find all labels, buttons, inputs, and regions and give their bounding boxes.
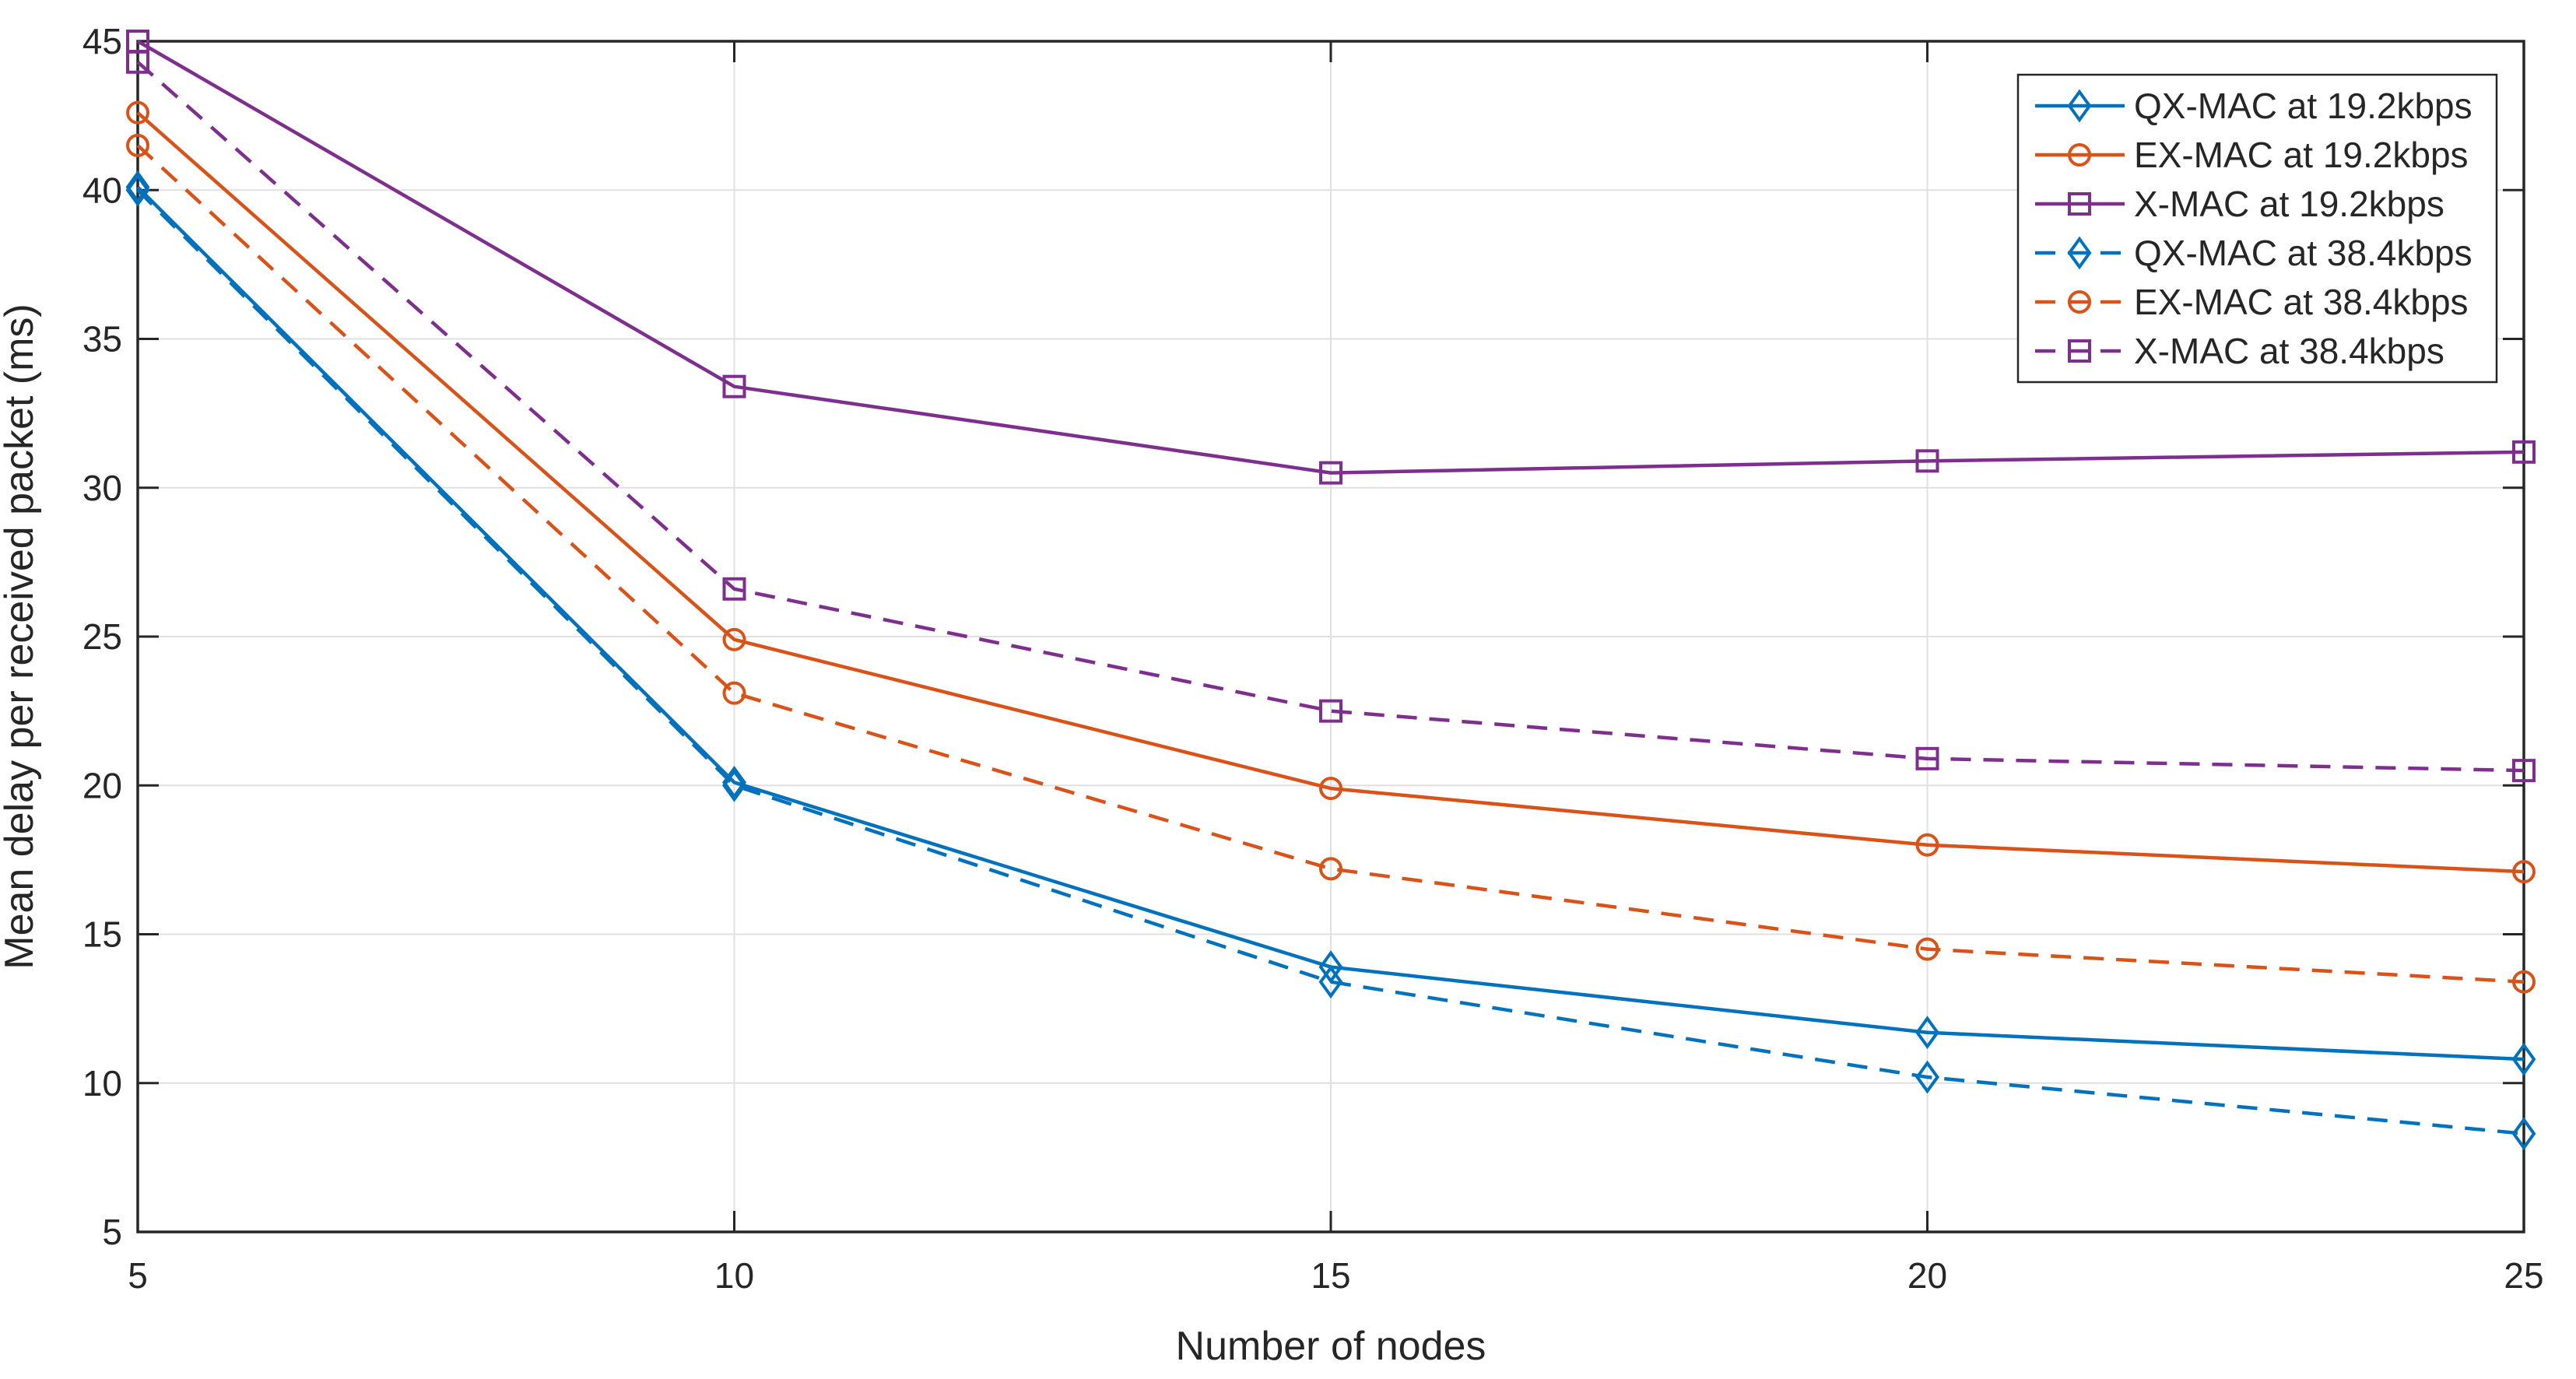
legend-item: EX-MAC at 38.4kbps	[2035, 282, 2469, 322]
series-marker-diamond	[1318, 950, 1343, 984]
series-marker-square	[2512, 440, 2536, 464]
series-line	[136, 61, 2525, 773]
y-tick-label: 40	[82, 170, 122, 210]
series-marker-circle	[1319, 857, 1342, 881]
y-tick-label: 45	[82, 21, 122, 61]
x-tick-label: 5	[128, 1255, 148, 1296]
y-tick-label: 30	[82, 468, 122, 508]
series-marker-circle	[2512, 860, 2536, 884]
legend-label: X-MAC at 19.2kbps	[2134, 184, 2444, 224]
series-marker-square	[1915, 746, 1939, 770]
x-tick-label: 10	[714, 1255, 754, 1296]
series-marker-square	[1915, 449, 1939, 473]
legend-label: QX-MAC at 38.4kbps	[2134, 233, 2472, 273]
series-marker-diamond	[2511, 1117, 2536, 1151]
x-tick-label: 15	[1311, 1255, 1350, 1296]
legend-item: QX-MAC at 38.4kbps	[2035, 233, 2472, 273]
series-marker-square	[1319, 699, 1342, 723]
series-marker-circle	[2068, 290, 2091, 314]
legend: QX-MAC at 19.2kbps EX-MAC at 19.2kbps X-MA…	[2016, 73, 2498, 384]
series-marker-diamond	[2067, 236, 2092, 270]
series-layer	[125, 30, 2536, 1151]
tick-label-layer: 5 10 15 20 25 5 10 15 20 25 30 35 40 45	[82, 21, 2544, 1296]
x-axis-label: Number of nodes	[1176, 1324, 1486, 1369]
series-marker-diamond	[722, 768, 746, 802]
series-marker-circle	[2512, 970, 2536, 994]
series-line	[136, 40, 2525, 475]
y-tick-label: 10	[82, 1063, 122, 1104]
series-ex-mac-at-19-2kbps	[126, 100, 2536, 884]
series-marker-diamond	[1318, 965, 1343, 999]
series-marker-diamond	[2067, 89, 2092, 123]
series-marker-diamond	[1915, 1060, 1939, 1094]
series-marker-diamond	[125, 170, 150, 204]
legend-item: EX-MAC at 19.2kbps	[2035, 135, 2469, 175]
series-marker-square	[126, 50, 149, 74]
series-marker-square	[722, 374, 746, 398]
legend-item: X-MAC at 38.4kbps	[2035, 331, 2444, 371]
y-tick-label: 20	[82, 765, 122, 805]
series-marker-circle	[1915, 833, 1939, 857]
legend-label: X-MAC at 38.4kbps	[2134, 331, 2444, 371]
legend-label: QX-MAC at 19.2kbps	[2134, 86, 2472, 126]
series-x-mac-at-19-2kbps	[126, 30, 2536, 485]
series-marker-diamond	[2511, 1042, 2536, 1076]
legend-label: EX-MAC at 19.2kbps	[2134, 135, 2469, 175]
series-marker-square	[2068, 192, 2091, 216]
series-marker-square	[2512, 759, 2536, 783]
x-tick-label: 20	[1907, 1255, 1947, 1296]
series-marker-circle	[126, 133, 149, 157]
series-ex-mac-at-38-4kbps	[126, 133, 2536, 994]
x-tick-label: 25	[2504, 1255, 2543, 1296]
series-line	[136, 111, 2525, 874]
y-tick-label: 25	[82, 616, 122, 657]
series-marker-circle	[722, 627, 746, 651]
legend-box	[2016, 73, 2498, 384]
y-tick-label: 35	[82, 319, 122, 360]
legend-label: EX-MAC at 38.4kbps	[2134, 282, 2469, 322]
series-marker-diamond	[125, 173, 150, 207]
series-line	[136, 144, 2525, 984]
legend-item: QX-MAC at 19.2kbps	[2035, 86, 2472, 126]
series-qx-mac-at-38-4kbps	[125, 173, 2536, 1151]
series-marker-square	[722, 577, 746, 601]
series-marker-circle	[126, 100, 149, 125]
series-marker-circle	[2068, 143, 2091, 167]
series-marker-circle	[1319, 777, 1342, 801]
series-marker-circle	[722, 681, 746, 705]
series-marker-square	[2068, 339, 2091, 363]
y-tick-label: 5	[102, 1212, 122, 1252]
series-marker-circle	[1915, 937, 1939, 961]
series-marker-square	[1319, 461, 1342, 485]
legend-item: X-MAC at 19.2kbps	[2035, 184, 2444, 224]
series-x-mac-at-38-4kbps	[126, 50, 2536, 783]
series-line	[136, 188, 2525, 1136]
series-marker-diamond	[1915, 1016, 1939, 1050]
y-tick-label: 15	[82, 914, 122, 955]
y-axis-label: Mean delay per received packet (ms)	[0, 304, 42, 970]
